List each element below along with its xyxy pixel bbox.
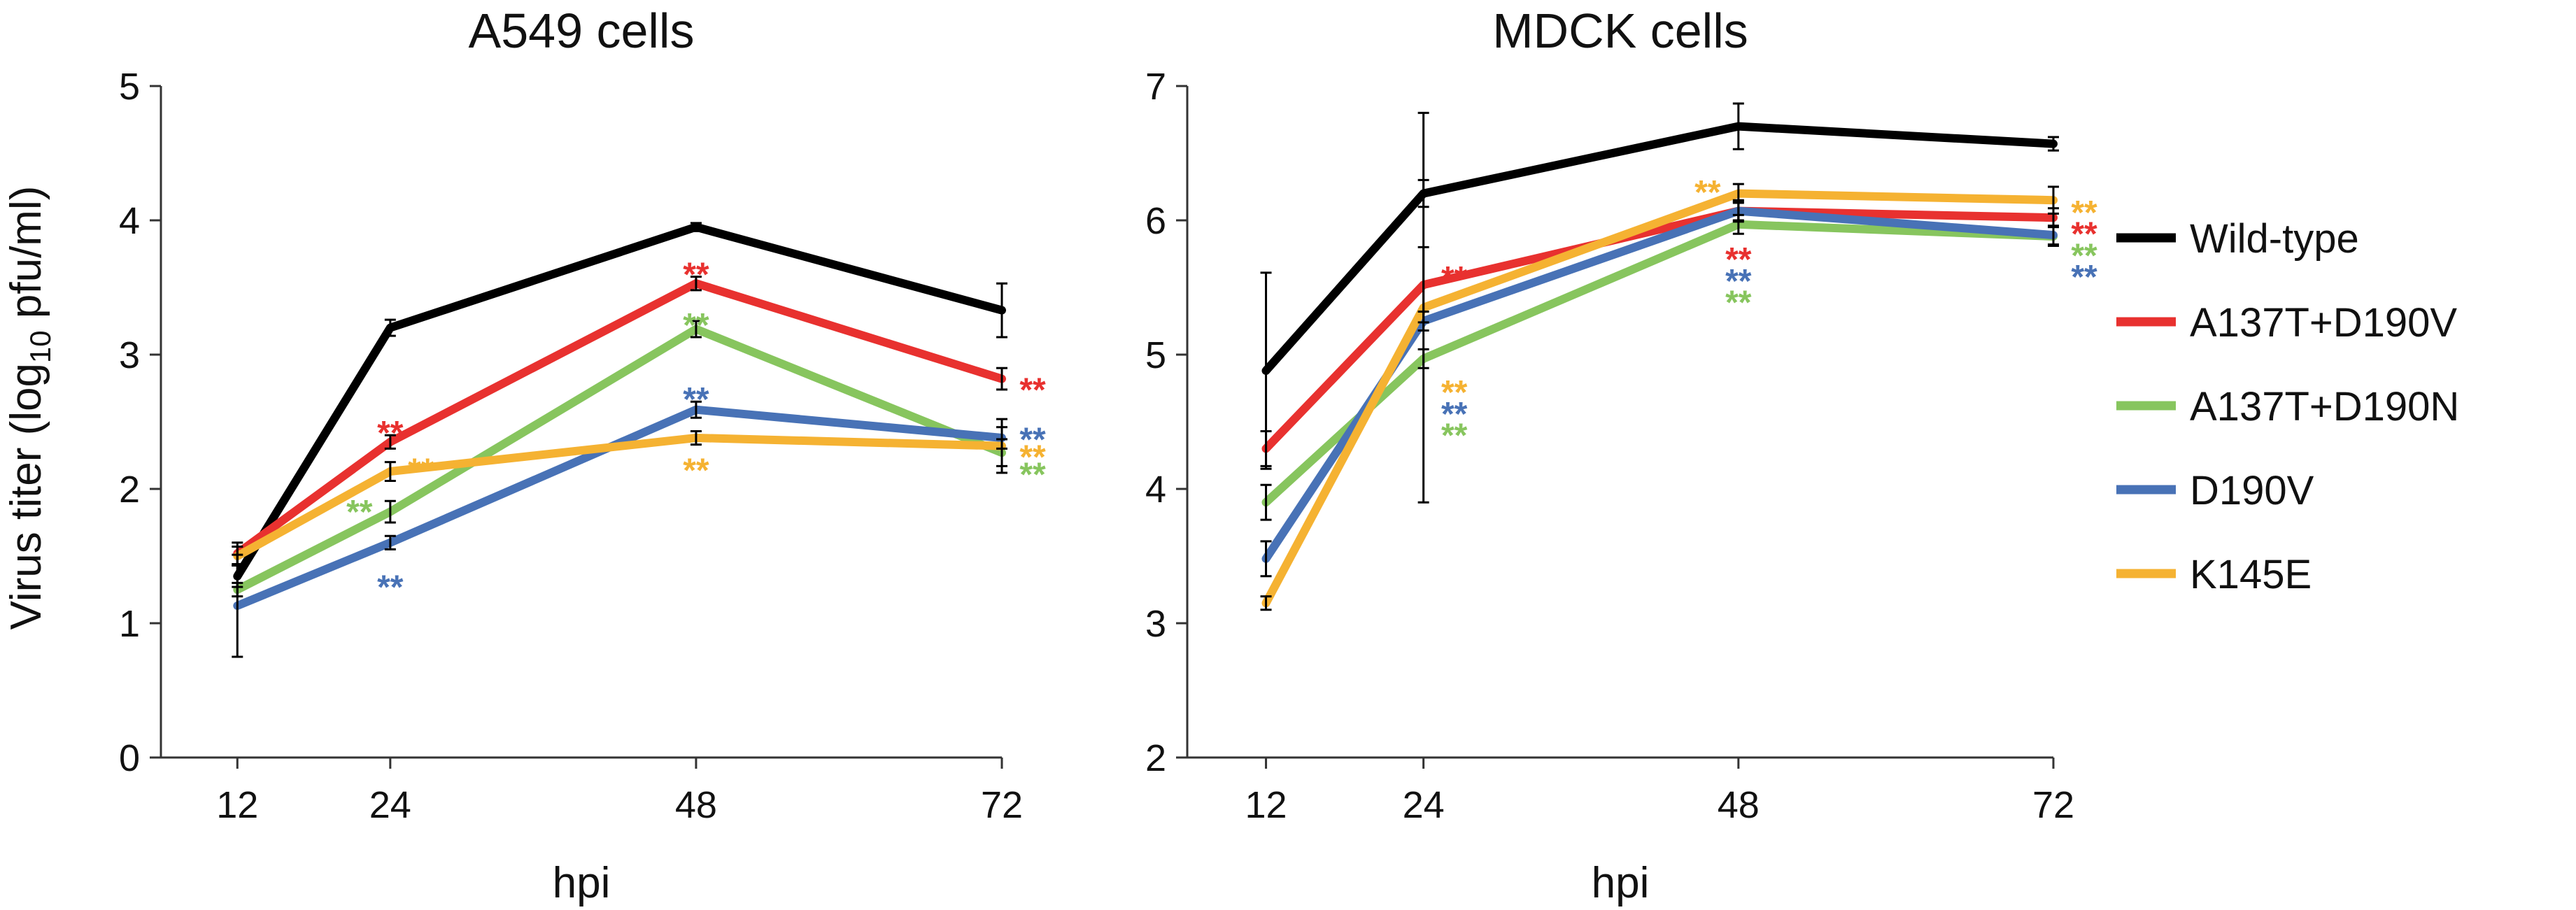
legend-label-a137t-d190v: A137T+D190V	[2190, 300, 2457, 346]
a549-significance-mark: **	[346, 494, 373, 531]
mdck-significance-mark: **	[2071, 216, 2097, 253]
mdck-series-line-d190v	[1261, 206, 2058, 563]
a549-y-tick-label: 5	[119, 66, 140, 108]
a549-significance-mark: **	[1019, 439, 1046, 476]
a549-x-tick-label: 72	[981, 784, 1023, 826]
a549-series-line-k145e	[233, 434, 1006, 560]
a549-x-tick-label: 24	[369, 784, 411, 826]
mdck-significance-mark: **	[1725, 285, 1752, 322]
legend-label-d190v: D190V	[2190, 468, 2314, 513]
mdck-y-tick-label: 5	[1145, 334, 1166, 376]
a549-y-tick-label: 3	[119, 334, 140, 376]
mdck-error-bar-k145e	[2048, 185, 2059, 215]
mdck-error-bar-d190v	[1260, 540, 1272, 578]
a549-significance-mark: **	[1019, 371, 1046, 408]
a549-error-bar-wild-type	[690, 222, 702, 232]
a549-significance-mark: **	[683, 381, 709, 418]
a549-significance-mark: **	[1019, 421, 1046, 458]
legend-label-k145e: K145E	[2190, 552, 2312, 597]
a549-error-bar-a137t-d190v	[384, 434, 396, 450]
a549-error-bar-wild-type	[996, 282, 1007, 339]
a549-significance-mark: **	[683, 256, 709, 293]
a549-error-bar-k145e	[384, 461, 396, 482]
a549-y-tick-label: 1	[119, 603, 140, 645]
a549-error-bar-k145e	[690, 429, 702, 446]
a549-x-axis-label: hpi	[553, 859, 611, 907]
mdck-chart-title: MDCK cells	[1492, 3, 1748, 58]
mdck-x-tick-label: 24	[1403, 784, 1445, 826]
mdck-error-bar-wild-type	[1732, 102, 1744, 150]
mdck-y-tick-label: 6	[1145, 200, 1166, 242]
mdck-error-bar-wild-type	[2048, 136, 2059, 152]
a549-error-bar-a137t-d190n	[384, 499, 396, 524]
a549-y-tick-label: 0	[119, 737, 140, 779]
a549-significance-mark: **	[1019, 456, 1046, 493]
a549-significance-mark: **	[408, 453, 434, 490]
mdck-y-tick-label: 4	[1145, 469, 1166, 511]
a549-y-tick-label: 4	[119, 200, 140, 242]
legend: Wild-type A137T+D190V A137T+D190N D190V K145…	[2116, 216, 2459, 597]
a549-error-bar-wild-type	[384, 318, 396, 337]
mdck-series-line-wild-type	[1261, 122, 2058, 375]
a549-series-line-d190v	[233, 405, 1006, 610]
y-axis-label: Virus titer (log10 pfu/ml)	[2, 186, 57, 630]
a549-series-line-wild-type	[233, 222, 1006, 581]
mdck-error-bar-a137t-d190n	[1260, 483, 1272, 521]
mdck-significance-mark: **	[1441, 374, 1468, 411]
y-axis-label-prefix: Virus titer (log	[2, 363, 50, 630]
mdck-significance-mark: **	[2071, 237, 2097, 274]
y-axis-label-suffix: pfu/ml)	[2, 186, 50, 331]
mdck-significance-mark: **	[2071, 259, 2097, 296]
mdck-x-tick-label: 48	[1718, 784, 1760, 826]
a549-error-bar-d190v	[384, 534, 396, 550]
mdck-x-tick-label: 12	[1245, 784, 1287, 826]
a549-series-line-a137t-d190v	[233, 279, 1006, 558]
a549-y-tick-label: 2	[119, 469, 140, 511]
a549-error-bar-a137t-d190v	[690, 276, 702, 292]
mdck-significance-mark: **	[1694, 174, 1721, 211]
mdck-error-bar-k145e	[1732, 183, 1744, 204]
mdck-series-line-k145e	[1261, 189, 2058, 608]
mdck-error-bar-d190v	[2048, 225, 2059, 246]
mdck-x-tick-label: 72	[2032, 784, 2074, 826]
mdck-y-tick-label: 7	[1145, 66, 1166, 108]
legend-label-a137t-d190n: A137T+D190N	[2190, 384, 2459, 429]
mdck-significance-mark: **	[1725, 241, 1752, 278]
mdck-series-line-a137t-d190n	[1261, 220, 2058, 507]
a549-error-bar-a137t-d190n	[690, 320, 702, 339]
a549-significance-mark: **	[377, 569, 404, 606]
mdck-significance-mark: **	[1441, 418, 1468, 455]
a549-error-bar-d190v	[690, 400, 702, 419]
mdck-significance-mark: **	[1441, 396, 1468, 433]
a549-significance-mark: **	[683, 307, 709, 344]
a549-error-bar-k145e	[232, 546, 243, 567]
a549-series-line-a137t-d190n	[233, 325, 1006, 594]
mdck-significance-mark: **	[1725, 263, 1752, 300]
mdck-series-line-a137t-d190v	[1261, 206, 2058, 453]
mdck-significance-mark: **	[2071, 194, 2097, 232]
mdck-y-tick-label: 2	[1145, 737, 1166, 779]
a549-significance-mark: **	[377, 415, 404, 452]
mdck-error-bar-k145e	[1260, 595, 1272, 611]
a549-error-bar-k145e	[996, 418, 1007, 474]
mdck-error-bar-a137t-d190v	[1260, 429, 1272, 467]
mdck-significance-mark: **	[1441, 260, 1468, 297]
legend-label-wild-type: Wild-type	[2190, 216, 2359, 262]
mdck-y-tick-label: 3	[1145, 603, 1166, 645]
a549-significance-mark: **	[683, 453, 709, 490]
y-axis-label-subscript: 10	[24, 330, 57, 363]
a549-x-tick-label: 48	[675, 784, 717, 826]
a549-error-bar-a137t-d190v	[996, 367, 1007, 391]
mdck-error-bar-k145e	[1417, 111, 1429, 504]
a549-chart-title: A549 cells	[469, 3, 695, 58]
a549-x-tick-label: 12	[216, 784, 258, 826]
mdck-x-axis-label: hpi	[1592, 859, 1650, 907]
